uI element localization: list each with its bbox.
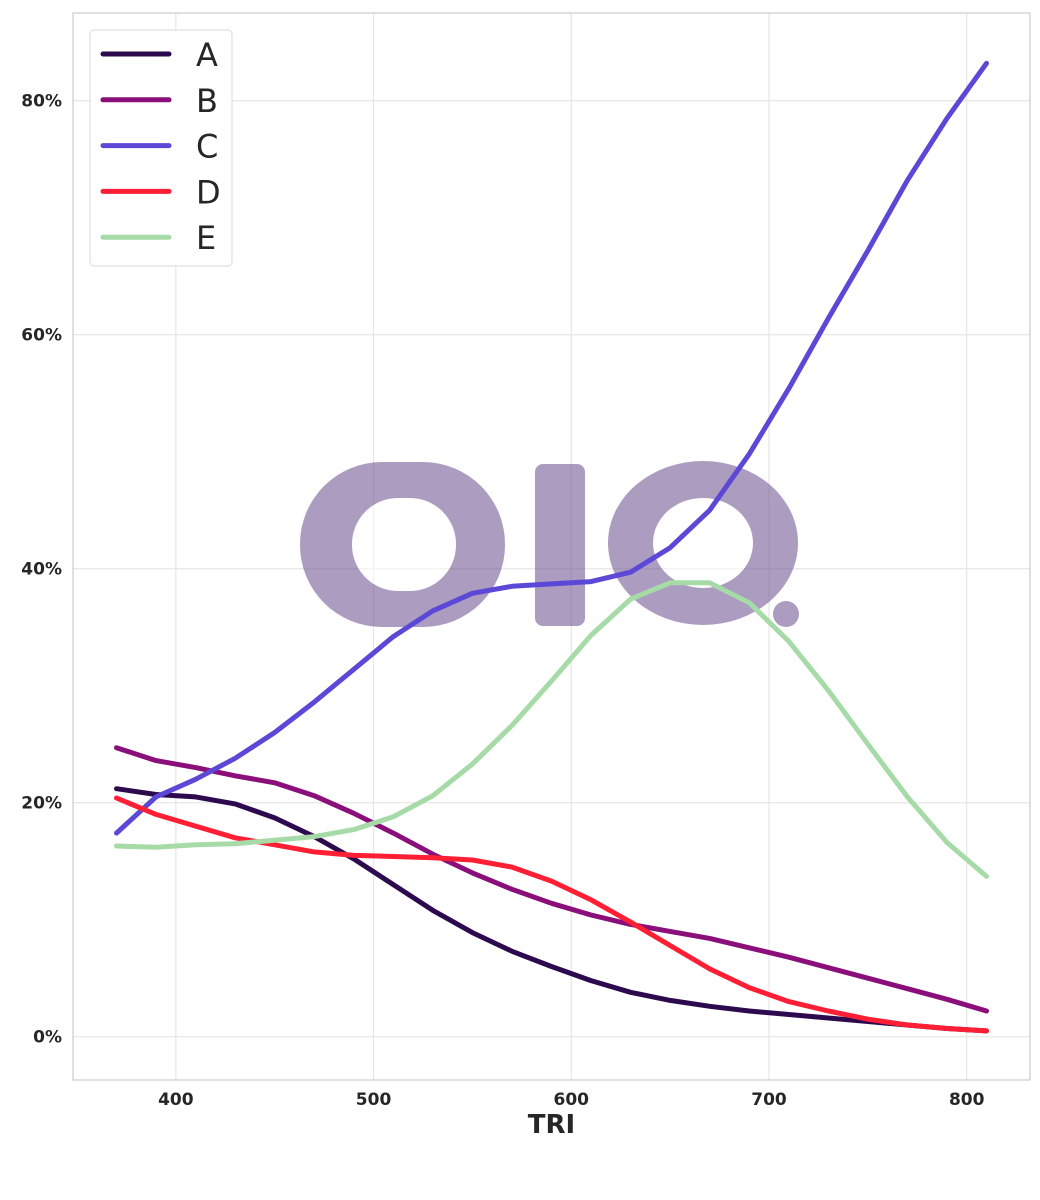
y-axis-ticks: 0% 20% 40% 60% 80% — [21, 92, 62, 1048]
y-tick-label: 0% — [33, 1028, 62, 1048]
x-axis-title: TRI — [528, 1110, 575, 1140]
y-tick-label: 40% — [21, 560, 62, 580]
x-tick-label: 700 — [751, 1090, 787, 1110]
series-line-e — [114, 580, 989, 879]
watermark-logo — [300, 461, 799, 627]
x-tick-label: 400 — [158, 1090, 194, 1110]
x-tick-label: 600 — [554, 1090, 590, 1110]
legend-label: C — [196, 128, 218, 166]
legend-label: A — [196, 36, 218, 74]
series-line-c — [114, 60, 989, 836]
legend-label: E — [196, 219, 216, 257]
series-line-a — [114, 786, 989, 1034]
series-layer — [114, 60, 989, 1034]
y-tick-label: 80% — [21, 92, 62, 112]
y-tick-label: 60% — [21, 326, 62, 346]
series-line-d — [114, 795, 989, 1034]
legend-label: B — [196, 82, 218, 120]
legend-label: D — [196, 173, 221, 211]
y-tick-label: 20% — [21, 794, 62, 814]
x-tick-label: 800 — [949, 1090, 985, 1110]
x-axis-ticks: 400 500 600 700 800 — [158, 1090, 985, 1110]
plot-frame — [72, 12, 1031, 1081]
x-tick-label: 500 — [356, 1090, 392, 1110]
series-line-b — [114, 745, 989, 1014]
